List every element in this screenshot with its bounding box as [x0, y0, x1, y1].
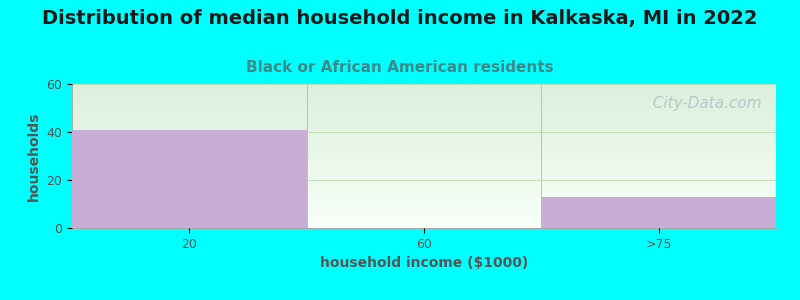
Text: Distribution of median household income in Kalkaska, MI in 2022: Distribution of median household income … [42, 9, 758, 28]
Text: City-Data.com: City-Data.com [643, 95, 762, 110]
Text: Black or African American residents: Black or African American residents [246, 60, 554, 75]
Bar [542, 197, 776, 228]
Bar [72, 130, 306, 228]
Y-axis label: households: households [27, 111, 41, 201]
X-axis label: household income ($1000): household income ($1000) [320, 256, 528, 270]
